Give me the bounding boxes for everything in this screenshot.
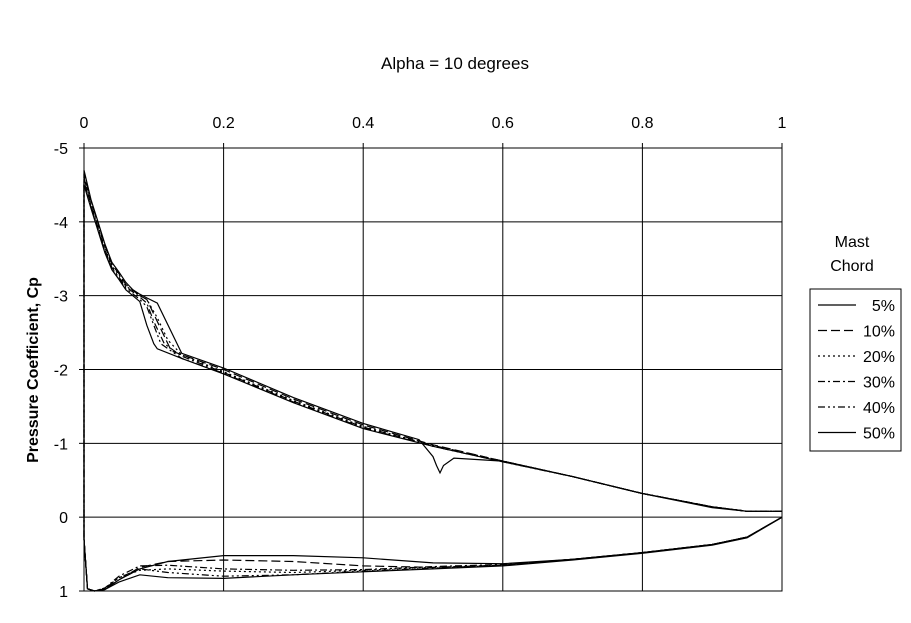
- legend-label-30pct: 30%: [863, 375, 895, 392]
- x-tick-label: 1: [778, 115, 787, 132]
- legend-title-line-1: Mast: [835, 234, 870, 251]
- y-tick-label: -1: [54, 436, 68, 453]
- series-line-30pct: [83, 177, 783, 592]
- y-tick-label: 0: [59, 510, 68, 527]
- x-tick-label: 0.8: [631, 115, 653, 132]
- legend-title-line-2: Chord: [830, 258, 874, 275]
- series-line-40pct: [83, 181, 783, 592]
- legend-entries: 5% 10% 20% 30% 40% 50%: [818, 298, 895, 443]
- legend: [809, 288, 902, 452]
- x-tick-label: 0.2: [212, 115, 234, 132]
- series-line-20pct: [83, 177, 783, 592]
- y-tick-label: -4: [54, 215, 68, 232]
- gridlines: [84, 148, 782, 591]
- series-line-50pct: [83, 184, 783, 592]
- legend-label-40pct: 40%: [863, 400, 895, 417]
- series-line-10pct: [83, 173, 783, 592]
- x-tick-label: 0.4: [352, 115, 374, 132]
- y-tick-label: -2: [54, 363, 68, 380]
- chart-title: Alpha = 10 degrees: [381, 54, 529, 73]
- legend-label-5pct: 5%: [872, 298, 895, 315]
- series-layer: [83, 169, 783, 592]
- y-tick-label: -5: [54, 141, 68, 158]
- legend-label-50pct: 50%: [863, 426, 895, 443]
- legend-label-20pct: 20%: [863, 349, 895, 366]
- x-axis-ticks: 0 0.2 0.4 0.6 0.8 1: [80, 115, 787, 148]
- legend-label-10pct: 10%: [863, 324, 895, 341]
- series-line-5pct: [83, 169, 783, 592]
- x-tick-label: 0: [80, 115, 89, 132]
- y-axis-ticks: -5 -4 -3 -2 -1 0 1: [54, 141, 84, 601]
- y-tick-label: 1: [59, 584, 68, 601]
- y-axis-label: Pressure Coefficient, Cp: [25, 277, 42, 463]
- y-tick-label: -3: [54, 289, 68, 306]
- x-tick-label: 0.6: [492, 115, 514, 132]
